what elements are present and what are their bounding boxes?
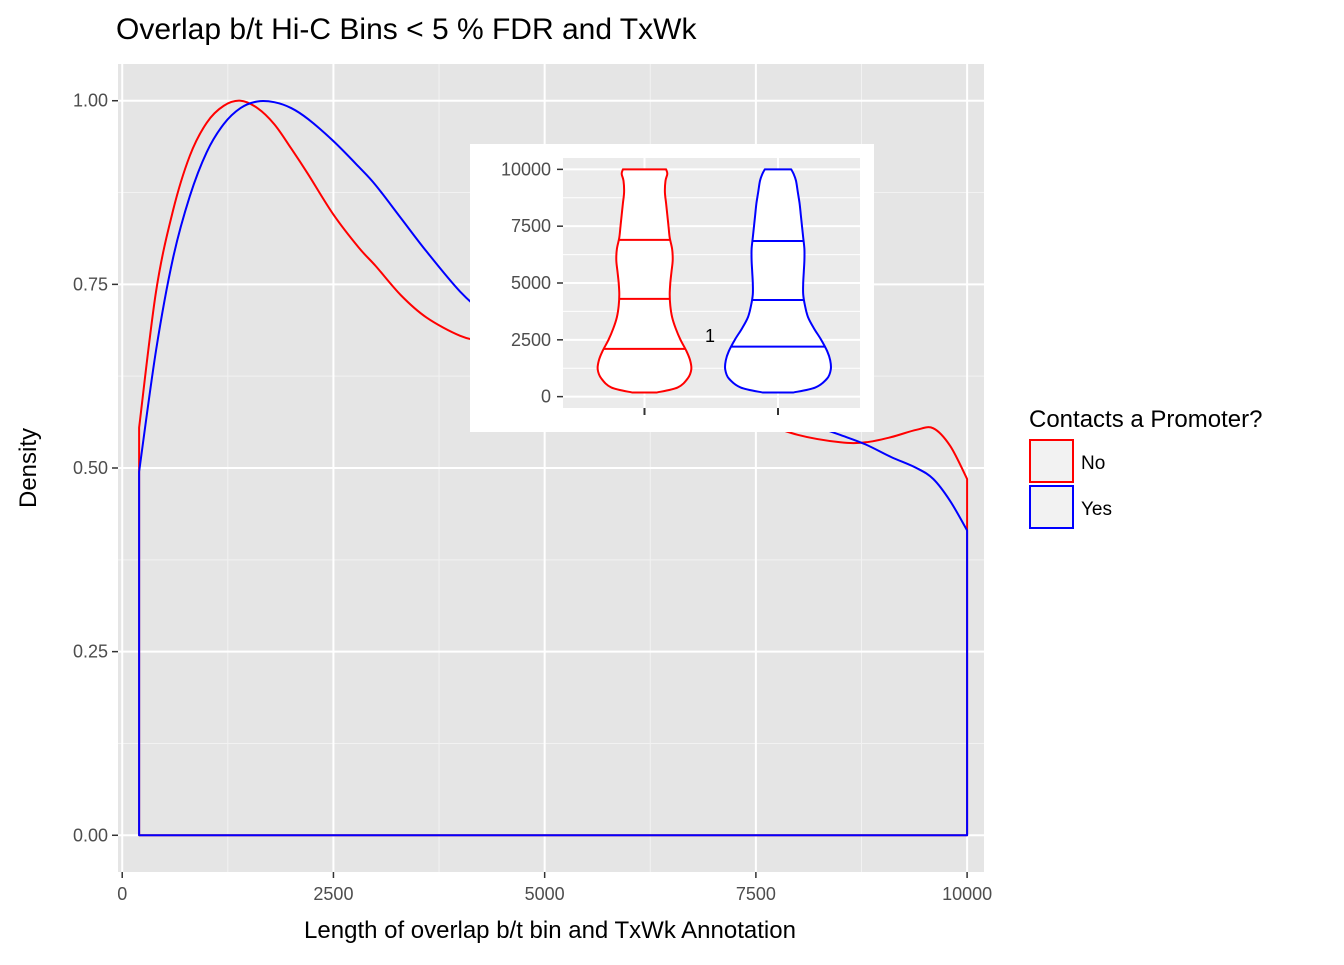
- x-tick-label: 5000: [525, 884, 565, 904]
- inset-axes: 0 2500 5000 7500 10000: [501, 159, 779, 415]
- y-tick-label: 0.75: [73, 274, 108, 294]
- x-tick-label: 0: [117, 884, 127, 904]
- inset-annotation: 1: [705, 326, 715, 346]
- x-tick-label: 7500: [736, 884, 776, 904]
- inset-y-tick-label: 10000: [501, 159, 551, 179]
- y-tick-label: 1.00: [73, 91, 108, 111]
- y-tick-label: 0.00: [73, 825, 108, 845]
- inset-series: [596, 168, 833, 394]
- violin-yes: [723, 168, 833, 394]
- legend-key-yes: [1029, 485, 1074, 529]
- inset-y-tick-label: 7500: [511, 216, 551, 236]
- inset-y-tick-label: 0: [541, 387, 551, 407]
- legend-title: Contacts a Promoter?: [1029, 406, 1262, 433]
- main-series: [138, 99, 969, 837]
- inset-y-tick-label: 2500: [511, 330, 551, 350]
- x-tick-label: 10000: [942, 884, 992, 904]
- legend-label-yes: Yes: [1081, 499, 1112, 520]
- y-tick-label: 0.25: [73, 642, 108, 662]
- legend-key-no: [1029, 439, 1074, 483]
- legend: Contacts a Promoter? No Yes: [1029, 406, 1262, 529]
- x-axis-title: Length of overlap b/t bin and TxWk Annot…: [304, 917, 796, 944]
- violin-no: [596, 168, 693, 394]
- plot-title: Overlap b/t Hi-C Bins < 5 % FDR and TxWk: [116, 13, 697, 46]
- legend-entries: No Yes: [1029, 439, 1112, 529]
- y-axis-title: Density: [15, 428, 42, 508]
- density-curve-yes: [138, 99, 969, 837]
- main-axes: 0 2500 5000 7500 10000 0.00 0.25 0.50 0.75 1.00: [73, 91, 992, 904]
- inset-violin-plot: 0 2500 5000 7500 10000 1: [470, 144, 874, 432]
- x-tick-label: 2500: [313, 884, 353, 904]
- inset-y-tick-label: 5000: [511, 273, 551, 293]
- y-tick-label: 0.50: [73, 458, 108, 478]
- legend-label-no: No: [1081, 453, 1105, 474]
